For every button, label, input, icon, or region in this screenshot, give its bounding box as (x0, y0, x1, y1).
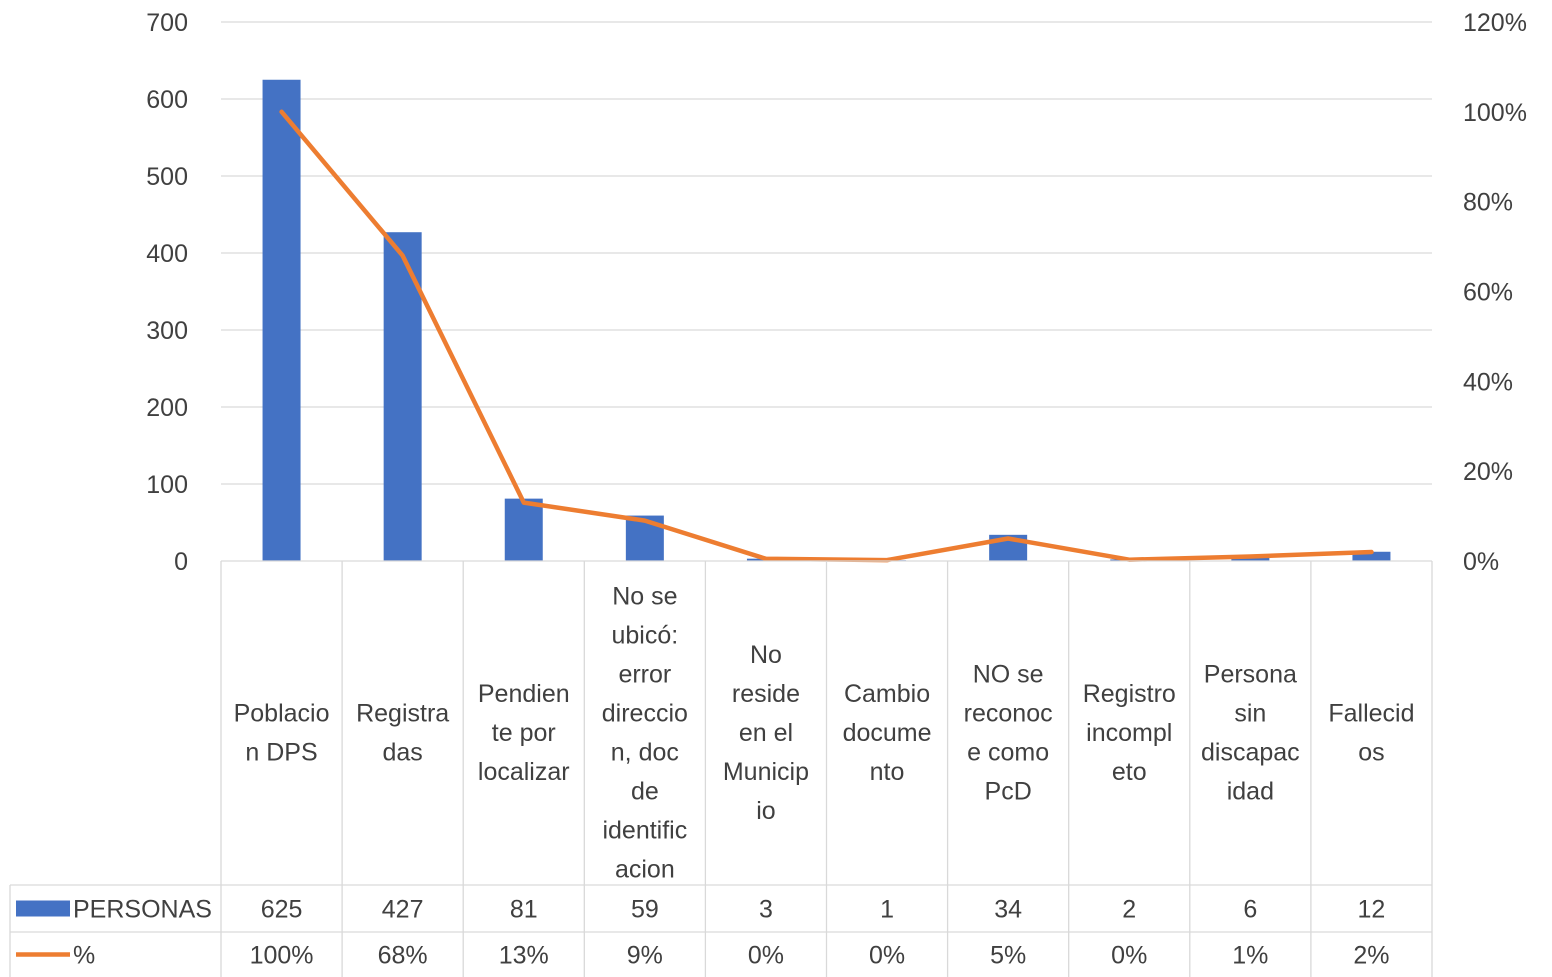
category-label-line: No (750, 641, 782, 669)
table-cell-percent: 0% (748, 942, 784, 970)
category-label-line: NO se (973, 661, 1044, 689)
right-tick-label: 20% (1463, 458, 1513, 486)
table-cell-personas: 81 (510, 896, 538, 924)
right-tick-label: 0% (1463, 548, 1499, 576)
left-tick-label: 700 (146, 9, 188, 37)
category-label-line: nto (870, 758, 905, 786)
line-series-percent (279, 109, 1374, 563)
category-label-line: Registra (356, 700, 449, 728)
category-label-line: e como (967, 739, 1049, 767)
left-tick-label: 200 (146, 394, 188, 422)
category-label: Registro incompl eto (1083, 680, 1176, 786)
category-label-line: n, doc (611, 739, 679, 767)
right-tick-label: 80% (1463, 189, 1513, 217)
category-label-line: reside (732, 680, 800, 708)
category-label-line: Registro (1083, 680, 1176, 708)
category-label: Registra das (356, 700, 449, 767)
category-label-line: ubicó: (611, 622, 678, 650)
table-cell-personas: 427 (382, 896, 424, 924)
category-label-line: n DPS (245, 739, 317, 767)
category-label-line: localizar (478, 758, 570, 786)
table-cell-personas: 34 (994, 896, 1022, 924)
category-label-line: te por (492, 719, 556, 747)
legend-label-percent: % (73, 942, 95, 970)
category-label-line: PcD (985, 778, 1032, 806)
left-tick-label: 0 (174, 548, 188, 576)
category-label-line: io (756, 797, 775, 825)
table-cell-percent: 100% (250, 942, 314, 970)
category-label-line: os (1358, 739, 1384, 767)
category-label-line: Cambio (844, 680, 930, 708)
data-table: Poblacio n DPS Registra das Pendien te por loc… (9, 560, 1433, 977)
category-label-line: No se (612, 583, 677, 611)
table-cell-personas: 3 (759, 896, 773, 924)
category-label-line: error (618, 661, 671, 689)
table-cell-personas: 59 (631, 896, 659, 924)
table-cell-percent: 68% (378, 942, 428, 970)
gridlines (221, 21, 1432, 485)
right-tick-label: 120% (1463, 9, 1527, 37)
bar (262, 79, 301, 561)
category-label: No se ubicó: error direccio n, doc de identifi… (602, 583, 688, 884)
left-tick-label: 600 (146, 86, 188, 114)
left-tick-label: 100 (146, 471, 188, 499)
table-cell-personas: 2 (1122, 896, 1136, 924)
bar-series-personas (262, 79, 1391, 561)
category-label-line: Fallecid (1328, 700, 1414, 728)
table-cell-percent: 5% (990, 942, 1026, 970)
category-label-line: discapac (1201, 739, 1300, 767)
category-label-line: identific (602, 817, 687, 845)
bar (383, 232, 422, 561)
category-label-line: Municip (723, 758, 809, 786)
category-label-line: Persona (1204, 661, 1297, 689)
legend-label-personas: PERSONAS (73, 896, 212, 924)
bar (1352, 551, 1391, 561)
category-label-line: eto (1112, 758, 1147, 786)
category-label: Pendien te por localizar (478, 680, 570, 786)
table-cell-personas: 625 (261, 896, 303, 924)
left-tick-label: 400 (146, 240, 188, 268)
right-tick-label: 100% (1463, 99, 1527, 127)
table-cell-personas: 6 (1243, 896, 1257, 924)
bar (504, 498, 543, 561)
left-tick-label: 300 (146, 317, 188, 345)
left-tick-label: 500 (146, 163, 188, 191)
table-cell-percent: 2% (1353, 942, 1389, 970)
table-cell-percent: 0% (869, 942, 905, 970)
category-label-line: acion (615, 856, 675, 884)
right-axis-ticks: 0% 20% 40% 60% 80% 100% 120% (1463, 9, 1527, 576)
category-label: Poblacio n DPS (234, 700, 330, 767)
left-axis-ticks: 0 100 200 300 400 500 600 700 (146, 9, 188, 576)
category-label-line: incompl (1086, 719, 1172, 747)
right-tick-label: 40% (1463, 368, 1513, 396)
category-label-line: direccio (602, 700, 688, 728)
percent-line (279, 109, 1374, 563)
right-tick-label: 60% (1463, 279, 1513, 307)
table-cell-percent: 1% (1232, 942, 1268, 970)
table-cell-percent: 13% (499, 942, 549, 970)
category-label-line: docume (843, 719, 932, 747)
category-label: Persona sin discapac idad (1201, 661, 1300, 806)
table-cell-personas: 12 (1358, 896, 1386, 924)
category-label-line: reconoc (964, 700, 1053, 728)
category-label-line: idad (1227, 778, 1274, 806)
category-label-line: en el (739, 719, 793, 747)
table-cell-percent: 9% (627, 942, 663, 970)
category-label-line: das (382, 739, 422, 767)
legend-swatch-personas (16, 900, 70, 917)
category-label-line: Poblacio (234, 700, 330, 728)
category-label: NO se reconoc e como PcD (964, 661, 1053, 806)
category-label-line: de (631, 778, 659, 806)
category-label: Cambio docume nto (843, 680, 932, 786)
table-cell-personas: 1 (880, 896, 894, 924)
category-label: No reside en el Municip io (723, 641, 809, 825)
category-label-line: sin (1234, 700, 1266, 728)
category-label-line: Pendien (478, 680, 570, 708)
category-label: Fallecid os (1328, 700, 1414, 767)
table-cell-percent: 0% (1111, 942, 1147, 970)
